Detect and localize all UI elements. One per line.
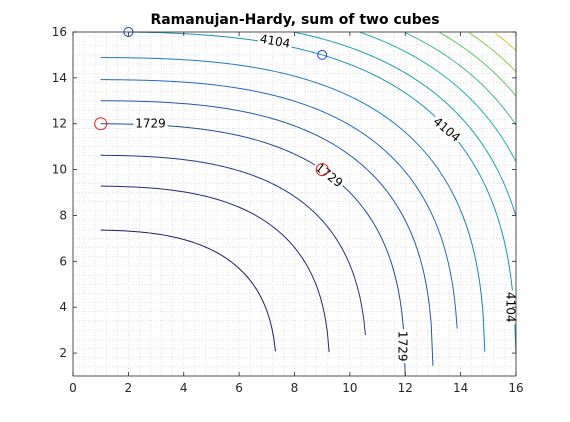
x-tick-label: 10 [342,381,357,395]
x-tick-label: 12 [398,381,413,395]
x-tick-label: 4 [180,381,188,395]
y-tick-label: 16 [52,25,67,39]
contour-label-bg [133,115,168,131]
y-tick-label: 12 [52,117,67,131]
x-tick-label: 2 [125,381,133,395]
y-tick-label: 10 [52,163,67,177]
contour-label: 1729 [396,331,410,362]
contour-label: 4104 [504,292,518,323]
contour-line-6400 [439,32,517,97]
contour-line-3300 [100,57,486,352]
x-tick-label: 0 [69,381,77,395]
x-tick-label: 16 [508,381,523,395]
y-tick-label: 8 [59,208,67,222]
y-tick-label: 2 [59,346,67,360]
contour-line-7600 [494,32,517,51]
marker-point [94,117,108,131]
contour-label-group: 1729 [133,115,168,131]
x-tick-label: 8 [291,381,299,395]
contour-line-5200 [360,31,517,163]
contour-line-4600 [294,31,517,217]
y-tick-label: 6 [59,254,67,268]
contour-line-2700 [100,79,458,329]
contour-line-2200 [100,100,434,366]
marker-point [315,163,329,177]
contour-label-group: 4104 [503,290,519,325]
contour-label-bg [503,290,519,325]
contour-label-bg [257,30,294,52]
contour-lines [100,31,517,377]
contour-label: 4104 [259,32,292,51]
contour-label-group: 1729 [395,329,411,364]
y-tick-label: 4 [59,300,67,314]
ticks: 0 2 4 6 8 10 12 14 16 2 4 6 8 10 12 14 16 [52,25,524,395]
contour-line-800 [100,185,330,353]
contour-line-400 [100,229,276,352]
contour-label-bg [429,112,465,146]
contour-line-7000 [468,32,517,73]
chart-title: Ramanujan-Hardy, sum of two cubes [150,12,439,28]
contour-label: 1729 [135,117,166,131]
contour-line-5800 [405,32,517,126]
y-tick-label: 14 [52,71,67,85]
contour-label-bg [395,329,411,364]
contour-label-group: 4104 [257,30,294,52]
contour-label-bg [311,158,348,192]
x-tick-label: 14 [453,381,468,395]
x-tick-label: 6 [235,381,243,395]
marker-point [317,49,328,60]
contour-line-1200 [100,154,366,336]
